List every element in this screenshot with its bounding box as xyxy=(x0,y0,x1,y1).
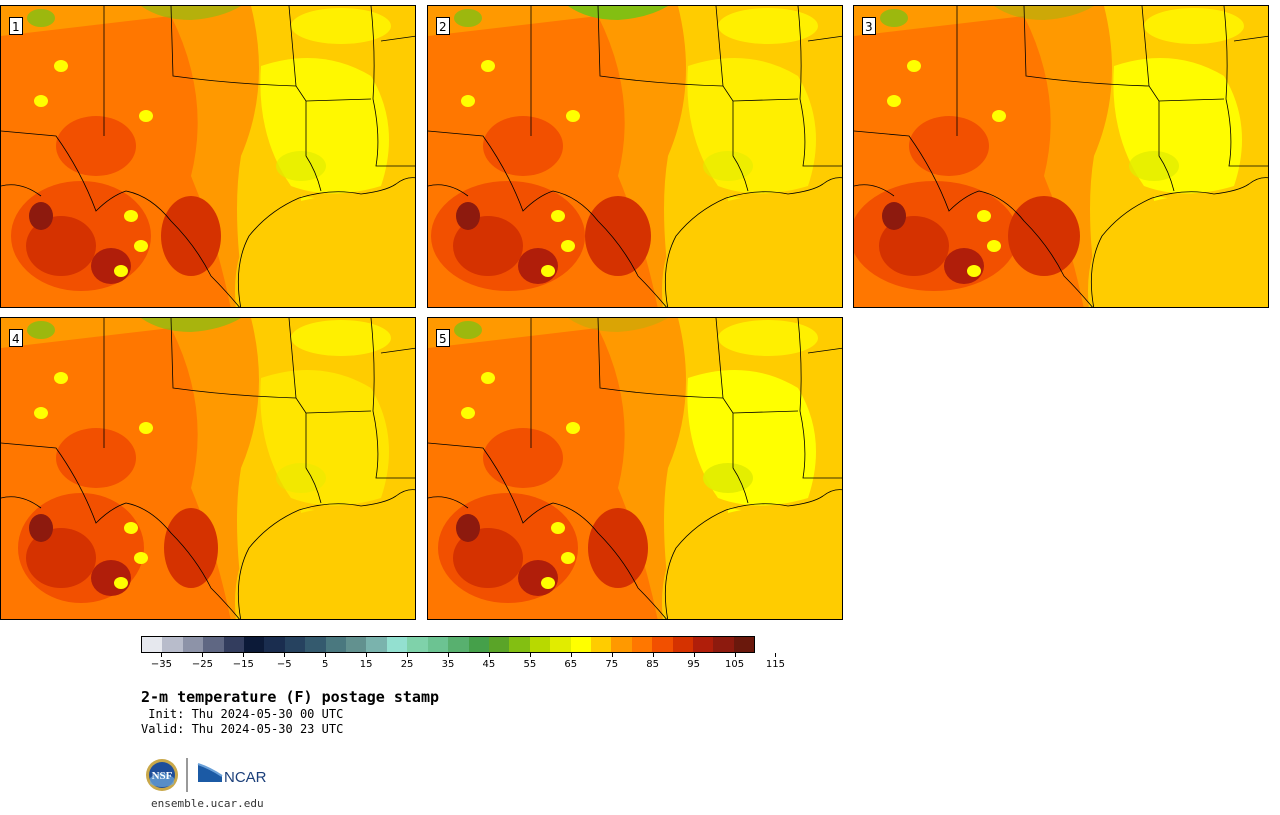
colorbar-swatch xyxy=(182,637,204,652)
stamp-member-number: 5 xyxy=(436,329,450,347)
colorbar-tick xyxy=(734,653,736,657)
colorbar-swatch xyxy=(142,637,163,652)
colorbar-tick xyxy=(243,653,245,657)
colorbar-swatch xyxy=(570,637,591,652)
colorbar-tick-label: 15 xyxy=(359,659,373,670)
site-url: ensemble.ucar.edu xyxy=(151,797,264,810)
stamp-member-number: 3 xyxy=(862,17,876,35)
colorbar-tick xyxy=(325,653,327,657)
colorbar-swatch xyxy=(305,637,326,652)
colorbar-tick-label: 85 xyxy=(646,659,660,670)
colorbar xyxy=(141,636,755,653)
temperature-field xyxy=(1,318,415,619)
colorbar-tick-label: −5 xyxy=(276,659,292,670)
ncar-logo-text: NCAR xyxy=(224,769,267,786)
colorbar-swatch xyxy=(631,637,653,652)
colorbar-tick-label: 95 xyxy=(687,659,700,670)
temperature-field xyxy=(854,6,1268,307)
colorbar-swatch xyxy=(264,637,285,652)
colorbar-tick-label: 45 xyxy=(482,659,496,670)
stamp-panel-4: 4 xyxy=(0,317,416,620)
colorbar-tick xyxy=(448,653,449,657)
temperature-field xyxy=(428,318,842,619)
colorbar-swatch xyxy=(346,637,367,652)
nsf-logo: NSF xyxy=(146,759,178,791)
colorbar-tick-label: 105 xyxy=(724,659,745,670)
stamp-panel-2: 2 xyxy=(427,5,843,308)
colorbar-tick xyxy=(775,653,777,657)
stamp-panel-1: 1 xyxy=(0,5,416,308)
colorbar-swatch xyxy=(407,637,428,652)
colorbar-tick-label: 25 xyxy=(400,659,414,670)
colorbar-swatch xyxy=(509,637,530,652)
colorbar-swatch xyxy=(488,637,510,652)
temperature-field xyxy=(428,6,842,307)
colorbar-tick-label: −35 xyxy=(150,659,173,670)
stamp-member-number: 2 xyxy=(436,17,450,35)
logos: NSF NCAR xyxy=(144,756,284,796)
colorbar-tick xyxy=(652,653,654,657)
colorbar-tick xyxy=(529,653,531,657)
nsf-logo-text: NSF xyxy=(152,770,173,782)
colorbar-tick-label: 55 xyxy=(523,659,537,670)
colorbar-tick-label: −15 xyxy=(232,659,254,670)
colorbar-tick xyxy=(284,653,286,657)
stamp-member-number: 4 xyxy=(9,329,23,347)
colorbar-tick-label: 65 xyxy=(564,659,578,670)
colorbar-swatch xyxy=(672,637,693,652)
colorbar-tick xyxy=(407,653,409,657)
stamp-panel-3: 3 xyxy=(853,5,1269,308)
valid-time: Valid: Thu 2024-05-30 23 UTC xyxy=(141,722,344,736)
colorbar-tick xyxy=(366,653,368,657)
colorbar-tick-label: 75 xyxy=(605,659,619,670)
colorbar-swatch xyxy=(448,637,469,652)
colorbar-swatch xyxy=(244,637,265,652)
stamp-panel-5: 5 xyxy=(427,317,843,620)
ncar-logo: NCAR xyxy=(197,763,267,786)
colorbar-tick xyxy=(488,653,490,657)
stamp-member-number: 1 xyxy=(9,17,23,35)
colorbar-swatch xyxy=(611,637,632,652)
colorbar-swatch xyxy=(529,637,551,652)
colorbar-tick xyxy=(202,653,204,657)
colorbar-swatch xyxy=(162,637,183,652)
plot-title: 2-m temperature (F) postage stamp xyxy=(141,688,440,706)
colorbar-swatch xyxy=(590,637,612,652)
colorbar-tick xyxy=(611,653,613,657)
colorbar-swatch xyxy=(366,637,387,652)
colorbar-swatch xyxy=(550,637,571,652)
colorbar-tick xyxy=(570,653,572,657)
colorbar-swatch xyxy=(386,637,408,652)
colorbar-tick-label: 5 xyxy=(322,659,329,670)
colorbar-swatch xyxy=(223,637,245,652)
init-time: Init: Thu 2024-05-30 00 UTC xyxy=(141,707,344,721)
colorbar-swatch xyxy=(692,637,714,652)
temperature-field xyxy=(1,6,415,307)
colorbar-tick-label: 115 xyxy=(765,659,785,670)
colorbar-swatch xyxy=(713,637,734,652)
colorbar-tick xyxy=(693,653,695,657)
colorbar-swatch xyxy=(203,637,224,652)
colorbar-swatch xyxy=(468,637,489,652)
colorbar-swatch xyxy=(325,637,347,652)
colorbar-swatch xyxy=(427,637,449,652)
colorbar-swatch xyxy=(284,637,306,652)
colorbar-ticks: −35 −25 −15 −5 5 15 25 35 45 55 65 75 85 95 105 115 xyxy=(141,653,785,673)
colorbar-tick xyxy=(161,653,163,657)
colorbar-swatch xyxy=(733,637,755,652)
colorbar-tick-label: 35 xyxy=(441,659,455,670)
colorbar-swatch xyxy=(652,637,673,652)
colorbar-tick-label: −25 xyxy=(191,659,213,670)
